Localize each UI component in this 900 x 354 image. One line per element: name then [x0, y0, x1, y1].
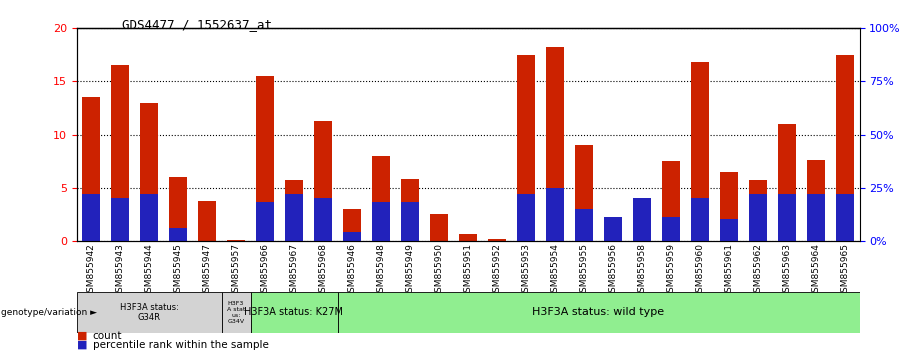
- Text: H3F3
A stat
us:
G34V: H3F3 A stat us: G34V: [227, 301, 245, 324]
- Bar: [633, 198, 652, 241]
- Text: GSM855943: GSM855943: [115, 243, 124, 298]
- Bar: [313, 121, 332, 241]
- Bar: [82, 97, 101, 241]
- Text: GSM855952: GSM855952: [492, 243, 501, 298]
- Text: H3F3A status: wild type: H3F3A status: wild type: [533, 307, 664, 318]
- Text: genotype/variation ►: genotype/variation ►: [1, 308, 97, 317]
- Text: H3F3A status:
G34R: H3F3A status: G34R: [120, 303, 178, 322]
- Bar: [111, 198, 130, 241]
- Bar: [250, 292, 338, 333]
- Text: GSM855959: GSM855959: [667, 243, 676, 298]
- Text: GSM855948: GSM855948: [376, 243, 385, 298]
- Bar: [256, 76, 274, 241]
- Text: percentile rank within the sample: percentile rank within the sample: [93, 340, 268, 350]
- Text: GSM855966: GSM855966: [260, 243, 269, 298]
- Bar: [459, 234, 477, 241]
- Text: ■: ■: [76, 340, 87, 350]
- Text: GSM855955: GSM855955: [580, 243, 589, 298]
- Bar: [778, 194, 796, 241]
- Bar: [343, 209, 362, 241]
- Text: ■: ■: [76, 331, 87, 341]
- Bar: [256, 202, 274, 241]
- Text: GSM855944: GSM855944: [145, 243, 154, 298]
- Bar: [662, 217, 680, 241]
- Text: GSM855963: GSM855963: [782, 243, 791, 298]
- Text: GSM855951: GSM855951: [464, 243, 472, 298]
- Bar: [574, 209, 593, 241]
- Text: GDS4477 / 1552637_at: GDS4477 / 1552637_at: [122, 18, 272, 31]
- Text: GSM855957: GSM855957: [231, 243, 240, 298]
- Text: GSM855968: GSM855968: [319, 243, 328, 298]
- Bar: [662, 161, 680, 241]
- Bar: [835, 194, 854, 241]
- Bar: [429, 214, 448, 241]
- Bar: [76, 292, 221, 333]
- Text: GSM855960: GSM855960: [696, 243, 705, 298]
- Bar: [720, 219, 738, 241]
- Bar: [198, 201, 216, 241]
- Text: count: count: [93, 331, 122, 341]
- Text: GSM855967: GSM855967: [290, 243, 299, 298]
- Text: GSM855949: GSM855949: [406, 243, 415, 298]
- Bar: [338, 292, 860, 333]
- Bar: [140, 103, 158, 241]
- Text: GSM855953: GSM855953: [521, 243, 530, 298]
- Bar: [604, 217, 623, 241]
- Bar: [111, 65, 130, 241]
- Text: GSM855950: GSM855950: [435, 243, 444, 298]
- Bar: [284, 194, 303, 241]
- Bar: [690, 198, 709, 241]
- Bar: [400, 202, 419, 241]
- Bar: [633, 198, 652, 241]
- Bar: [372, 202, 391, 241]
- Text: GSM855942: GSM855942: [86, 243, 95, 298]
- Text: GSM855956: GSM855956: [608, 243, 617, 298]
- Bar: [140, 194, 158, 241]
- Text: GSM855965: GSM855965: [841, 243, 850, 298]
- Bar: [604, 217, 623, 241]
- Bar: [778, 124, 796, 241]
- Bar: [313, 198, 332, 241]
- Bar: [400, 179, 419, 241]
- Bar: [284, 180, 303, 241]
- Text: GSM855962: GSM855962: [753, 243, 762, 298]
- Bar: [168, 177, 187, 241]
- Bar: [221, 292, 250, 333]
- Bar: [488, 239, 507, 241]
- Bar: [372, 156, 391, 241]
- Bar: [574, 145, 593, 241]
- Text: GSM855961: GSM855961: [724, 243, 733, 298]
- Text: GSM855946: GSM855946: [347, 243, 356, 298]
- Bar: [545, 188, 564, 241]
- Bar: [545, 47, 564, 241]
- Text: H3F3A status: K27M: H3F3A status: K27M: [245, 307, 344, 318]
- Bar: [720, 172, 738, 241]
- Bar: [806, 194, 825, 241]
- Bar: [227, 240, 246, 241]
- Text: GSM855964: GSM855964: [812, 243, 821, 298]
- Text: GSM855954: GSM855954: [551, 243, 560, 298]
- Text: GSM855945: GSM855945: [174, 243, 183, 298]
- Bar: [749, 194, 768, 241]
- Bar: [343, 232, 362, 241]
- Bar: [82, 194, 101, 241]
- Text: GSM855947: GSM855947: [202, 243, 211, 298]
- Bar: [806, 160, 825, 241]
- Bar: [690, 62, 709, 241]
- Text: GSM855958: GSM855958: [637, 243, 646, 298]
- Bar: [517, 55, 535, 241]
- Bar: [749, 180, 768, 241]
- Bar: [168, 228, 187, 241]
- Bar: [835, 55, 854, 241]
- Bar: [517, 194, 535, 241]
